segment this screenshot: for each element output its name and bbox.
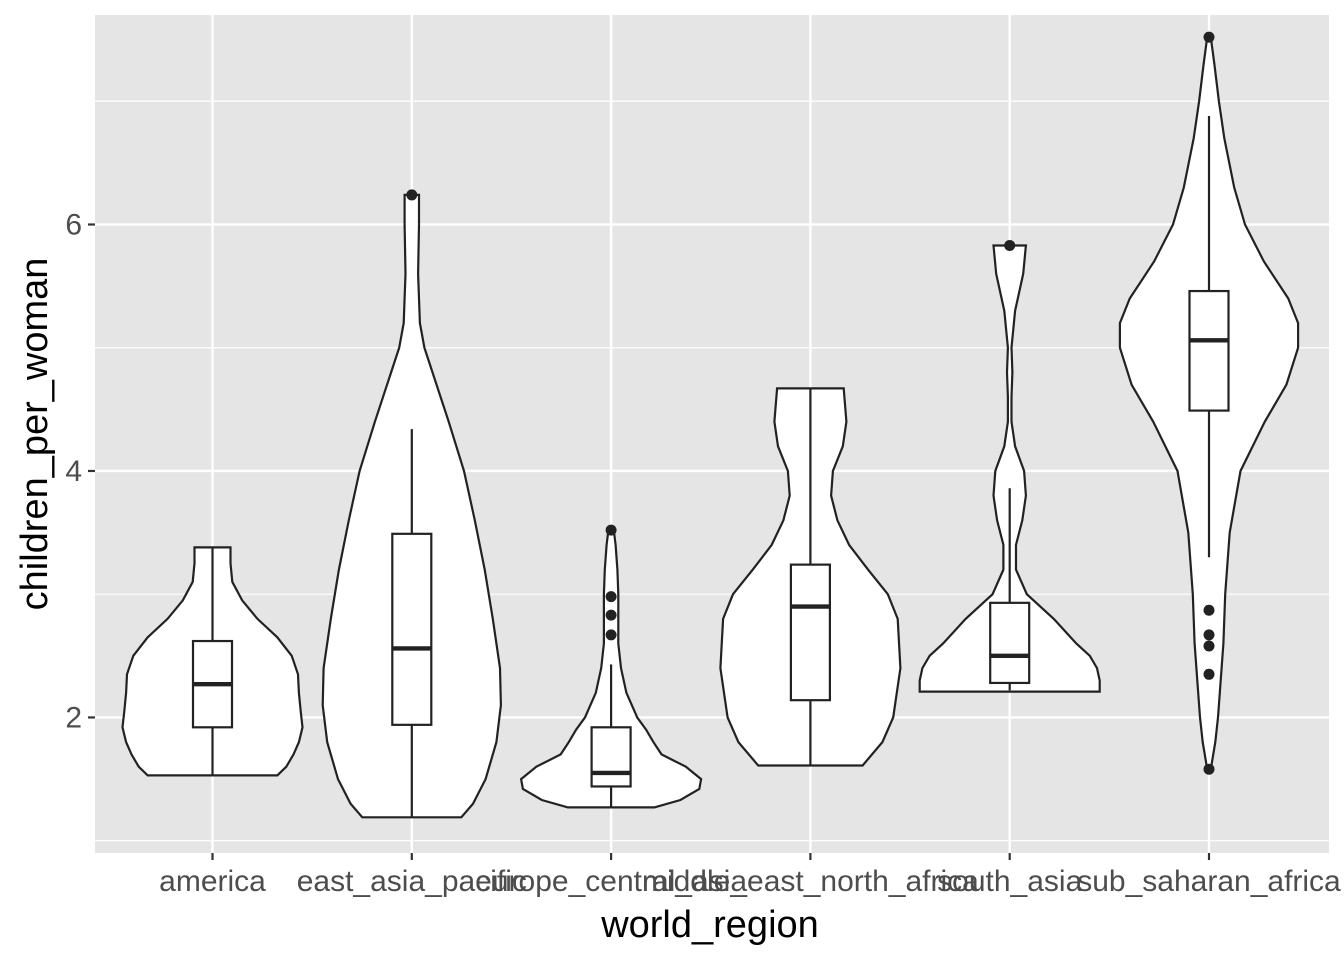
y-tick-label: 4 — [65, 455, 82, 488]
box-iqr — [391, 532, 433, 726]
x-tick-label: south_asia — [937, 865, 1082, 898]
outlier-point — [406, 189, 418, 201]
outlier-point — [1203, 668, 1215, 680]
violin-shape — [918, 244, 1101, 693]
outlier-point — [1203, 763, 1215, 775]
outlier-point — [1004, 239, 1016, 251]
y-axis-title: children_per_woman — [14, 258, 56, 611]
outlier-point — [1203, 629, 1215, 641]
violin-layer — [121, 31, 1300, 819]
y-tick-label: 6 — [65, 209, 82, 242]
outlier-point — [605, 524, 617, 536]
box-iqr — [1188, 289, 1230, 412]
y-tick-label: 2 — [65, 701, 82, 734]
x-tick-label: america — [159, 865, 266, 898]
outlier-point — [605, 629, 617, 641]
y-axis: 2 4 6 — [65, 209, 95, 734]
violin-group-sub_saharan_africa — [1118, 31, 1300, 775]
x-tick-label: sub_saharan_africa — [1077, 865, 1341, 898]
box-iqr — [789, 563, 832, 702]
violin-group-middle_east_north_africa — [719, 387, 902, 767]
x-axis-title: world_region — [600, 904, 819, 946]
x-tick-label: east_asia_pacific — [297, 865, 527, 898]
x-axis: america east_asia_pacificeurope_central_a… — [159, 853, 1341, 898]
outlier-point — [1203, 640, 1215, 652]
violin-group-south_asia — [918, 239, 1101, 693]
outlier-point — [1203, 31, 1215, 43]
x-tick-label: europe_central_asia — [475, 865, 747, 898]
outlier-point — [605, 609, 617, 621]
outlier-point — [605, 591, 617, 603]
x-tick-label: middle_east_north_africa — [642, 865, 979, 898]
violin-group-east_asia_pacific — [321, 189, 503, 819]
violin-group-europe_central_asia — [519, 524, 703, 809]
box-iqr — [590, 726, 632, 788]
violin-group-america — [121, 546, 304, 777]
box-iqr — [989, 601, 1031, 685]
outlier-point — [1203, 604, 1215, 616]
